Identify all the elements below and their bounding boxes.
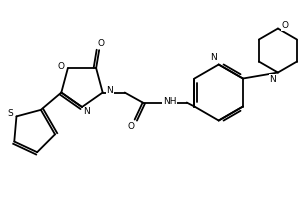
Text: N: N	[269, 75, 276, 84]
Text: O: O	[281, 21, 288, 30]
Text: NH: NH	[163, 97, 176, 106]
Text: N: N	[84, 108, 90, 116]
Text: N: N	[210, 53, 217, 62]
Text: O: O	[57, 62, 64, 71]
Text: S: S	[8, 109, 13, 118]
Text: O: O	[98, 39, 105, 48]
Text: O: O	[127, 122, 134, 131]
Text: N: N	[106, 86, 113, 95]
